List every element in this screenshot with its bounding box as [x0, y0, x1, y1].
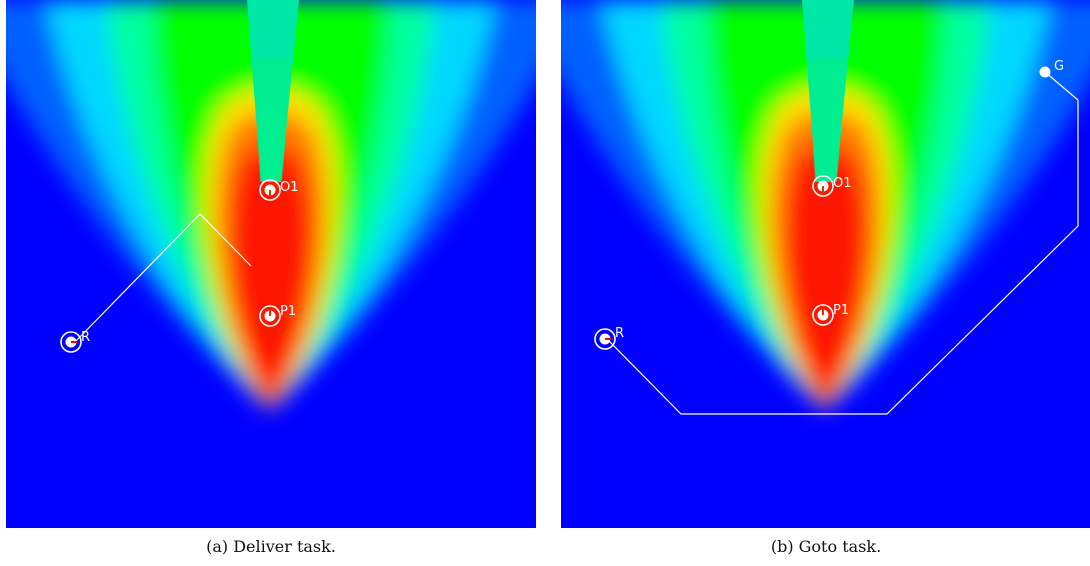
object-marker: O1 [812, 175, 852, 197]
heatmap-canvas: R O1 P1 [6, 0, 536, 528]
potential-field [561, 0, 1090, 410]
goal-label: G [1054, 59, 1064, 74]
robot-marker: R [594, 326, 624, 350]
object-label: O1 [833, 176, 852, 191]
robot-label: R [81, 330, 90, 345]
place-marker: P1 [259, 304, 296, 327]
heatmap-panel-deliver: R O1 P1 [6, 0, 536, 528]
place-marker: P1 [812, 303, 849, 326]
planned-path [607, 71, 1079, 415]
heatmap-panel-goto: R O1 P1 G [561, 0, 1090, 528]
heatmap-canvas: R O1 P1 G [561, 0, 1090, 528]
figure-caption-a: (a) Deliver task. [206, 537, 336, 556]
planned-path [74, 213, 252, 343]
potential-field [6, 0, 536, 410]
place-label: P1 [280, 304, 296, 319]
figure-caption-b: (b) Goto task. [770, 537, 882, 556]
robot-marker: R [60, 330, 90, 353]
object-marker: O1 [259, 179, 299, 201]
object-label: O1 [280, 180, 299, 195]
robot-label: R [615, 326, 624, 341]
goal-marker: G [1039, 59, 1064, 78]
place-label: P1 [833, 303, 849, 318]
